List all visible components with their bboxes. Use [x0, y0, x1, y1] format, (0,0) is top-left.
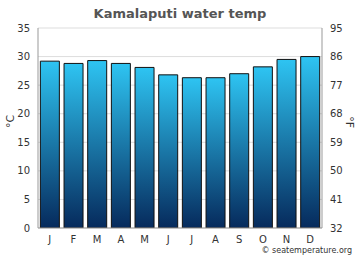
- svg-text:41: 41: [330, 194, 343, 205]
- svg-text:S: S: [236, 234, 242, 245]
- svg-text:30: 30: [17, 51, 30, 62]
- svg-text:M: M: [93, 234, 102, 245]
- svg-text:77: 77: [330, 80, 343, 91]
- svg-text:15: 15: [17, 137, 30, 148]
- svg-text:35: 35: [17, 23, 30, 34]
- svg-text:J: J: [189, 234, 193, 245]
- html-text:Kamalaputi water temp: Kamalaputi water temp: [93, 6, 267, 21]
- svg-text:32: 32: [330, 223, 343, 234]
- svg-text:D: D: [306, 234, 314, 245]
- svg-text:A: A: [117, 234, 124, 245]
- svg-text:25: 25: [17, 80, 30, 91]
- svg-text:M: M: [140, 234, 149, 245]
- svg-text:95: 95: [330, 23, 343, 34]
- svg-text:O: O: [259, 234, 267, 245]
- svg-text:10: 10: [17, 165, 30, 176]
- svg-text:59: 59: [330, 137, 343, 148]
- svg-text:0: 0: [24, 223, 30, 234]
- html-text:© seatemperature.org: © seatemperature.org: [261, 246, 352, 255]
- svg-text:N: N: [283, 234, 290, 245]
- svg-text:J: J: [47, 234, 51, 245]
- svg-text:86: 86: [330, 51, 343, 62]
- svg-text:20: 20: [17, 108, 30, 119]
- svg-text:F: F: [71, 234, 77, 245]
- svg-text:°C: °C: [8, 115, 17, 129]
- svg-text:68: 68: [330, 108, 343, 119]
- svg-text:50: 50: [330, 165, 343, 176]
- svg-text:J: J: [166, 234, 170, 245]
- svg-text:A: A: [212, 234, 219, 245]
- svg-text:°F: °F: [343, 116, 352, 128]
- svg-text:5: 5: [24, 194, 30, 205]
